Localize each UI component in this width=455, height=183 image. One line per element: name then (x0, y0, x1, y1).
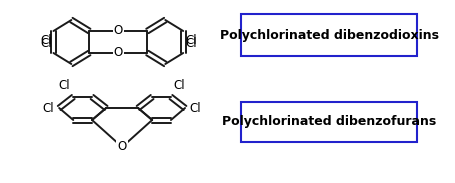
FancyBboxPatch shape (241, 102, 416, 142)
Text: Cl: Cl (189, 102, 201, 115)
FancyBboxPatch shape (241, 14, 416, 56)
Text: Cl: Cl (40, 34, 51, 47)
Text: Cl: Cl (43, 102, 54, 115)
Text: Polychlorinated dibenzofurans: Polychlorinated dibenzofurans (222, 115, 435, 128)
Text: O: O (113, 46, 123, 59)
Text: Cl: Cl (185, 37, 196, 50)
Text: O: O (113, 25, 123, 38)
Text: Cl: Cl (59, 79, 70, 92)
Text: Polychlorinated dibenzodioxins: Polychlorinated dibenzodioxins (219, 29, 438, 42)
Text: Cl: Cl (40, 37, 51, 50)
Text: O: O (117, 141, 126, 154)
Text: Cl: Cl (185, 34, 196, 47)
Text: Cl: Cl (173, 79, 185, 92)
